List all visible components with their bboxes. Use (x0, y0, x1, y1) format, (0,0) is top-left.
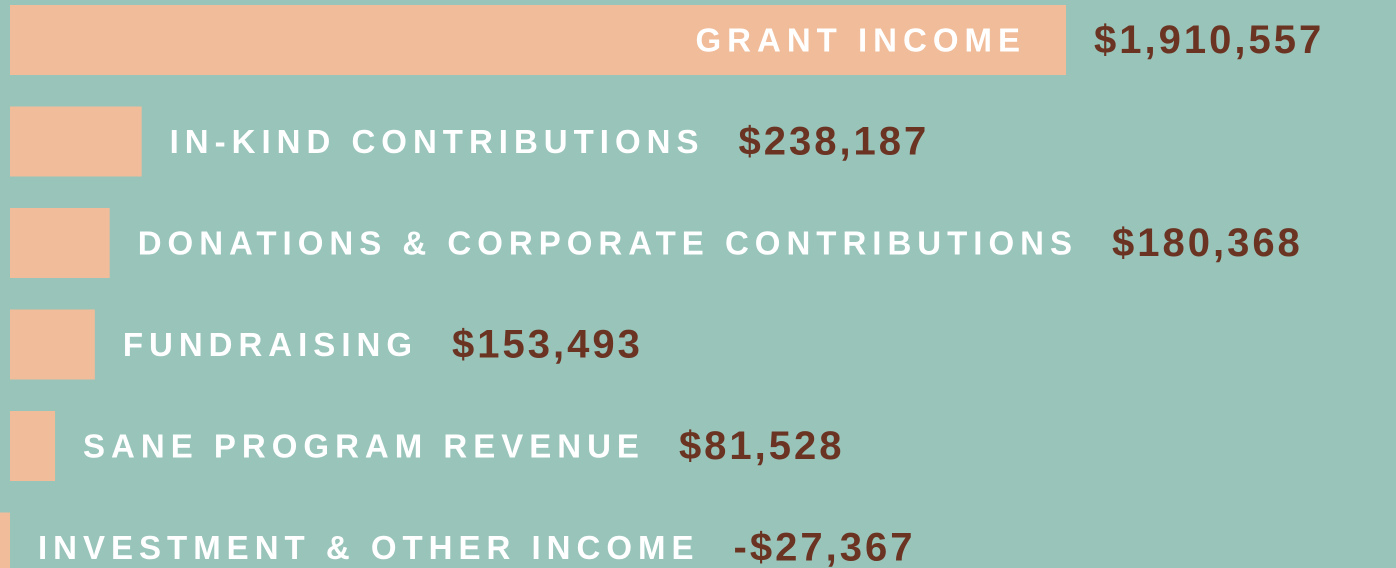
bar (10, 208, 110, 278)
value-label: $81,528 (679, 424, 845, 468)
value-label: $180,368 (1112, 221, 1303, 265)
value-label: $238,187 (738, 120, 929, 164)
category-label: INVESTMENT & OTHER INCOME (38, 529, 700, 566)
category-label: FUNDRAISING (123, 326, 418, 363)
bar (10, 106, 142, 177)
bar (10, 309, 95, 380)
category-label: IN-KIND CONTRIBUTIONS (170, 123, 705, 160)
value-label: $153,493 (452, 323, 643, 367)
category-label: DONATIONS & CORPORATE CONTRIBUTIONS (138, 225, 1078, 262)
bar (10, 411, 56, 481)
bar (10, 5, 1066, 75)
value-label: $1,910,557 (1094, 18, 1324, 62)
category-label: GRANT INCOME (696, 22, 1027, 59)
category-label: SANE PROGRAM REVENUE (83, 428, 645, 465)
bar (0, 512, 10, 568)
value-label: -$27,367 (734, 526, 916, 568)
